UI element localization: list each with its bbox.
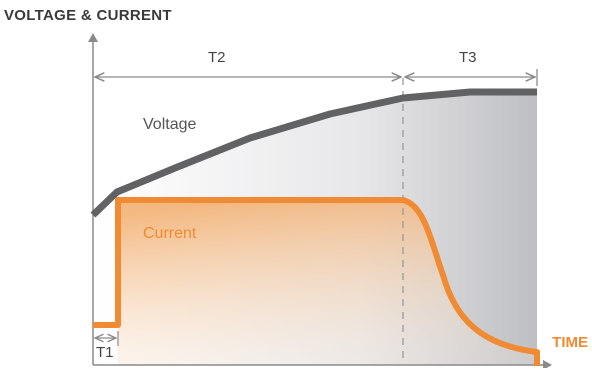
t3-label: T3 (459, 49, 477, 66)
t2-label: T2 (208, 49, 226, 66)
current-area (118, 200, 537, 365)
voltage-curve (90, 88, 537, 218)
voltage-label: Voltage (143, 116, 197, 133)
x-axis-arrow-icon (543, 360, 552, 370)
t1-label: T1 (96, 344, 114, 361)
chart-title: VOLTAGE & CURRENT (4, 7, 172, 24)
y-axis-arrow-icon (88, 33, 98, 42)
current-label: Current (143, 225, 197, 242)
x-axis-label: TIME (552, 334, 588, 351)
current-curve (93, 197, 540, 366)
